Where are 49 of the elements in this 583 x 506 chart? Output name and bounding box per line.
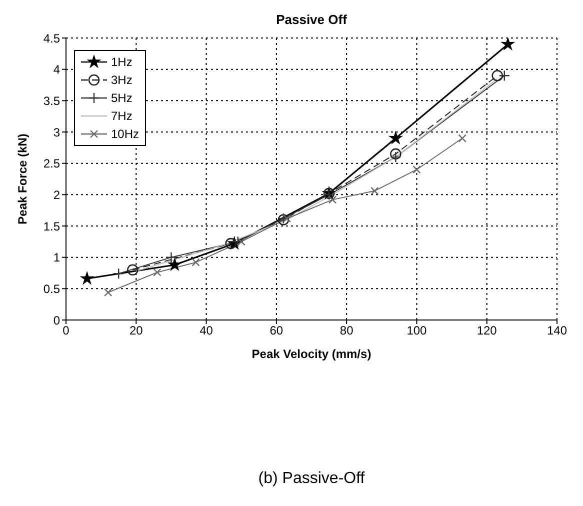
point [389,132,402,144]
y-tick-label: 4 [53,62,60,77]
y-tick-label: 3 [53,125,60,140]
point [166,252,177,263]
point [390,151,402,163]
y-tick-label: 1 [53,250,60,265]
y-tick-label: 0 [53,313,60,328]
point [498,70,510,82]
x-tick-label: 80 [340,324,354,338]
y-tick-label: 2 [53,188,60,202]
text: (b) Passive-Off [257,470,366,488]
chart-title: Passive Off [275,12,348,27]
point [113,268,124,280]
point [232,236,244,248]
point [412,166,421,174]
x-axis-title: Peak Velocity (mm/s) [252,347,372,361]
legend-label: 5Hz [111,91,132,105]
point [168,258,181,270]
y-tick-label: 1.5 [43,219,60,234]
y-tick-label: 3.5 [43,94,60,108]
y-tick-label: 2.5 [43,156,60,171]
y-tick-label: 4.5 [43,31,60,46]
x-tick-label: 0 [62,324,70,338]
point [225,238,236,250]
legend-label: 1Hz [111,55,132,69]
y-tick-label: 0.5 [43,282,60,296]
point [502,38,514,50]
legend-label: 3Hz [111,73,132,87]
point [390,148,402,160]
point [458,134,466,142]
point [237,238,246,246]
x-tick-label: 140 [546,324,568,338]
x-tick-label: 60 [270,324,284,338]
point [192,258,200,266]
x-tick-label: 40 [200,324,214,338]
point [126,264,138,276]
point [492,70,504,82]
x-tick-label: 20 [129,324,144,338]
x-tick-label: 100 [406,324,428,338]
point [104,288,112,297]
point [370,186,379,196]
y-axis-title: Peak Force (kN) [15,134,30,224]
point [80,272,94,284]
legend-label: 10Hz [111,127,140,141]
point [328,196,337,204]
x-tick-label: 120 [476,324,498,338]
point [153,268,162,276]
point [282,214,292,223]
legend-label: 7Hz [111,109,132,123]
